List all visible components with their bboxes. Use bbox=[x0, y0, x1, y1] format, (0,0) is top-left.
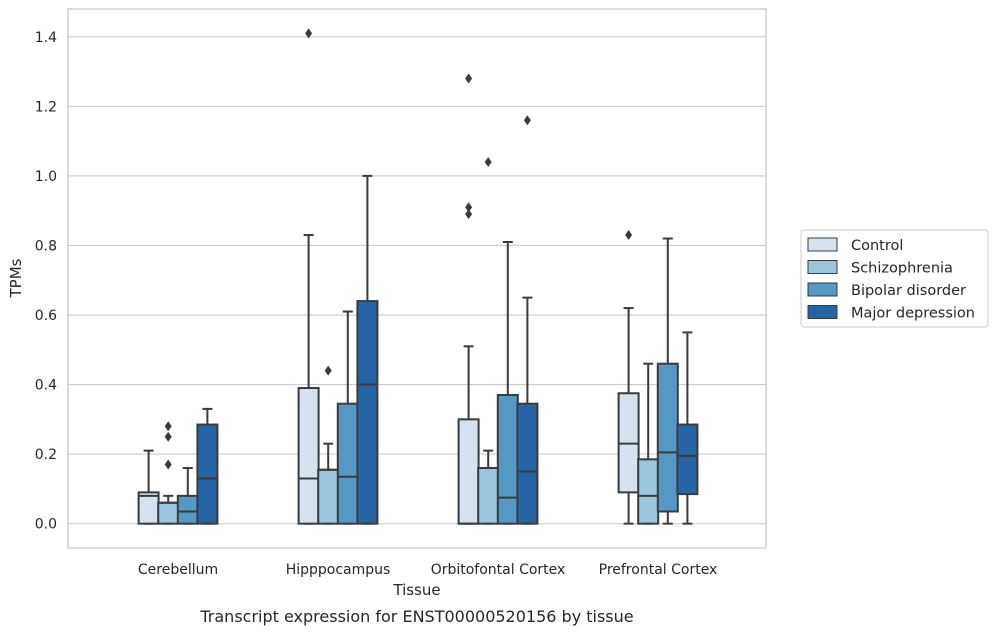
outlier-point bbox=[164, 431, 172, 442]
x-tick-label: Orbitofontal Cortex bbox=[431, 562, 566, 578]
box-body bbox=[137, 491, 160, 525]
y-tick-label: 0.0 bbox=[35, 517, 57, 533]
box-schizophrenia bbox=[477, 157, 500, 525]
x-tick-label: Cerebellum bbox=[138, 562, 218, 578]
gridlines bbox=[68, 36, 766, 525]
outlier-point bbox=[465, 202, 473, 213]
box-body bbox=[196, 423, 219, 525]
box-body bbox=[317, 468, 340, 525]
outlier-point bbox=[484, 157, 492, 168]
chart-caption: Transcript expression for ENST0000052015… bbox=[199, 607, 633, 626]
box-major-depression bbox=[196, 407, 219, 525]
box-major-depression bbox=[516, 115, 539, 525]
legend-swatch bbox=[807, 282, 838, 297]
box-schizophrenia bbox=[317, 365, 340, 525]
x-axis-ticks: Cerebellum Hipppocampus Orbitofontal Corte… bbox=[138, 562, 717, 578]
legend-label: Bipolar disorder bbox=[851, 283, 966, 299]
y-tick-label: 0.8 bbox=[35, 238, 57, 254]
legend-swatch bbox=[807, 260, 838, 274]
outlier-point bbox=[465, 209, 473, 220]
legend: Control Schizophrenia Bipolar disorder Majo… bbox=[800, 229, 989, 328]
legend-label: Schizophrenia bbox=[851, 261, 953, 277]
legend-swatch bbox=[807, 237, 838, 252]
box-schizophrenia bbox=[637, 362, 660, 525]
box-bipolar-disorder bbox=[656, 237, 679, 525]
y-tick-label: 0.6 bbox=[35, 308, 57, 324]
y-tick-label: 1.0 bbox=[35, 169, 57, 185]
box-body bbox=[336, 402, 359, 525]
box-body bbox=[157, 501, 180, 525]
x-tick-label: Hipppocampus bbox=[286, 562, 391, 578]
outlier-point bbox=[164, 459, 172, 470]
box-control bbox=[617, 230, 640, 525]
box-body bbox=[516, 402, 539, 525]
outlier-point bbox=[465, 73, 473, 84]
box-control bbox=[137, 449, 160, 525]
box-major-depression bbox=[676, 331, 699, 525]
x-axis-label: Tissue bbox=[392, 581, 440, 599]
y-tick-label: 1.4 bbox=[35, 30, 57, 46]
y-tick-label: 1.2 bbox=[35, 99, 57, 115]
legend-swatch bbox=[807, 305, 838, 319]
box-bipolar-disorder bbox=[496, 240, 519, 525]
box-control bbox=[457, 73, 480, 525]
box-body bbox=[496, 393, 519, 525]
outlier-point bbox=[523, 115, 531, 126]
box-body bbox=[656, 362, 679, 513]
legend-label: Control bbox=[851, 238, 903, 254]
box-major-depression bbox=[356, 174, 379, 525]
outlier-point bbox=[324, 365, 332, 376]
y-axis-ticks: 0.0 0.2 0.4 0.6 0.8 1.0 1.2 1.4 bbox=[35, 30, 57, 533]
box-control bbox=[297, 28, 320, 525]
outlier-point bbox=[305, 28, 313, 39]
box-body bbox=[297, 387, 320, 525]
y-tick-label: 0.4 bbox=[35, 378, 57, 394]
outlier-point bbox=[625, 230, 633, 241]
boxes bbox=[137, 28, 699, 525]
legend-frame bbox=[800, 229, 989, 328]
box-schizophrenia bbox=[157, 421, 180, 525]
y-tick-label: 0.2 bbox=[35, 447, 57, 463]
box-body bbox=[457, 418, 480, 525]
box-bipolar-disorder bbox=[336, 310, 359, 525]
legend-label: Major depression bbox=[851, 306, 975, 322]
box-body bbox=[176, 494, 199, 525]
box-body bbox=[356, 300, 379, 525]
box-body bbox=[637, 458, 660, 525]
box-body bbox=[477, 467, 500, 525]
box-body bbox=[676, 423, 699, 496]
plot-frame bbox=[67, 8, 767, 549]
box-bipolar-disorder bbox=[176, 467, 199, 525]
y-axis-label: TPMs bbox=[7, 258, 25, 298]
x-tick-label: Prefrontal Cortex bbox=[599, 562, 718, 578]
outlier-point bbox=[164, 421, 172, 432]
